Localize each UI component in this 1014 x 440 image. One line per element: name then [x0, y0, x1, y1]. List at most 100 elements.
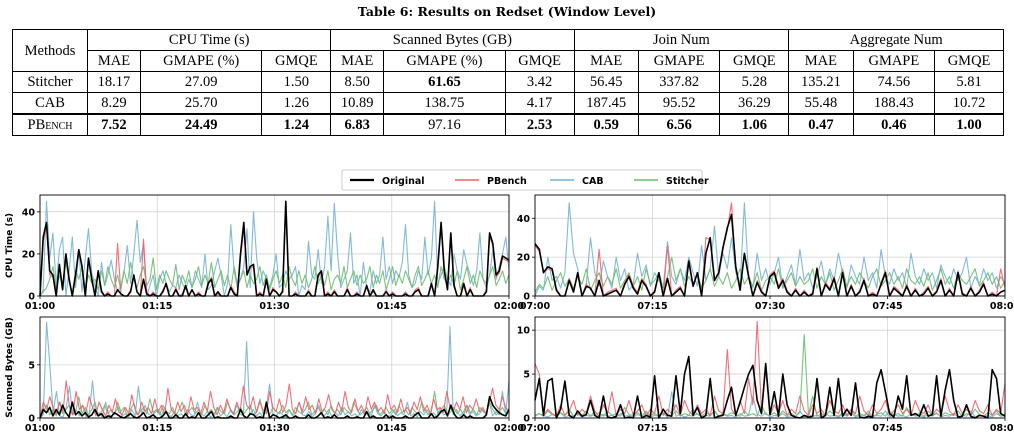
table-cell: 6.83: [330, 113, 385, 136]
legend-label: Stitcher: [666, 176, 709, 187]
table-cell: 95.52: [637, 92, 721, 115]
x-tick-label: 02:00: [494, 423, 525, 434]
table-cell: 97.16: [383, 113, 506, 136]
table-cell: 74.56: [852, 71, 936, 93]
table-cell: 0.46: [852, 113, 936, 136]
legend-label: Original: [382, 176, 425, 187]
legend-label: CAB: [582, 176, 604, 187]
table-cell: 18.17: [87, 71, 141, 93]
x-tick-label: 01:45: [377, 423, 407, 434]
table-cell: 55.48: [788, 92, 854, 115]
table-cell: 5.81: [934, 71, 1004, 93]
series-line-stitcher: [39, 257, 510, 297]
subheader: MAE: [87, 50, 141, 72]
table-caption: Table 6: Results on Redset (Window Level…: [357, 4, 657, 19]
y-tick-label: 5: [523, 370, 530, 381]
y-tick-label: 20: [22, 249, 36, 260]
group-header: CPU Time (s): [86, 29, 332, 51]
x-tick-label: 07:30: [755, 301, 786, 312]
table-cell: 25.70: [139, 92, 263, 115]
x-tick-label: 07:15: [637, 423, 667, 434]
plot-frame: [534, 194, 1006, 297]
table-cell: 1.06: [719, 113, 790, 136]
table-row: CAB 8.29 25.70 1.26 10.89 138.75 4.17 187.45 95.…: [12, 92, 1004, 115]
table-cell: 2.53: [504, 113, 575, 136]
method-name: PBench: [12, 113, 88, 136]
x-tick-label: 08:00: [990, 301, 1014, 312]
table-cell: 1.50: [261, 71, 332, 93]
subheader: GMAPE (%): [139, 50, 263, 72]
y-tick-label: 0: [28, 292, 35, 303]
table-cell: 0.59: [573, 113, 639, 136]
plot-frame: [39, 316, 510, 419]
x-tick-label: 01:15: [142, 423, 172, 434]
subheader: MAE: [788, 50, 854, 72]
table-cell: 8.50: [330, 71, 385, 93]
x-tick-label: 07:00: [520, 423, 551, 434]
series-line-original: [39, 395, 510, 419]
table-cell: 7.52: [87, 113, 141, 136]
subheader: MAE: [573, 50, 639, 72]
x-tick-label: 01:30: [259, 301, 290, 312]
y-tick-label: 10: [517, 326, 531, 337]
chart-panel: 01:00 01:15 01:30 01:45 02:00 0 5 Scanned Bytes…: [5, 316, 525, 434]
plot-frame: [39, 194, 510, 297]
y-tick-label: 40: [517, 214, 531, 225]
table-header-row: Methods CPU Time (s) Scanned Bytes (GB) …: [12, 29, 1004, 72]
method-name: CAB: [12, 92, 88, 115]
x-tick-label: 07:00: [520, 301, 551, 312]
table-cell: 337.82: [637, 71, 721, 93]
table-row: PBench 7.52 24.49 1.24 6.83 97.16 2.53 0.59 6.56…: [12, 113, 1004, 136]
group-header: Join Num: [573, 29, 790, 51]
method-name: Stitcher: [12, 71, 88, 93]
table-cell: 56.45: [573, 71, 639, 93]
y-tick-label: 5: [28, 360, 35, 371]
table-cell: 8.29: [87, 92, 141, 115]
series-line-pbench: [39, 380, 510, 419]
subheader: MAE: [330, 50, 385, 72]
table-cell: 36.29: [719, 92, 790, 115]
group-header: Aggregate Num: [788, 29, 1004, 51]
plot-frame: [534, 316, 1006, 419]
group-header: Scanned Bytes (GB): [330, 29, 575, 51]
legend: Original PBench CAB Stitcher: [341, 169, 709, 191]
series-line-original: [39, 200, 510, 297]
x-tick-label: 08:00: [990, 423, 1014, 434]
series-line-cab: [534, 391, 1006, 418]
chart-panel: 07:00 07:15 07:30 07:45 08:00 0 5 10: [517, 316, 1014, 434]
y-tick-label: 20: [517, 253, 531, 264]
chart-panel: 07:00 07:15 07:30 07:45 08:00 0 20 40: [517, 194, 1014, 312]
x-tick-label: 07:45: [872, 301, 902, 312]
table-cell: 61.65: [383, 71, 506, 93]
series-line-pbench: [534, 320, 1006, 417]
table-cell: 187.45: [573, 92, 639, 115]
table-subheader-row: MAE GMAPE (%) GMQE MAE GMAPE (%) GMQE MA…: [13, 50, 1004, 72]
x-tick-label: 01:15: [142, 301, 172, 312]
x-tick-label: 07:45: [872, 423, 902, 434]
table-cell: 24.49: [139, 113, 263, 136]
x-tick-label: 07:30: [755, 423, 786, 434]
y-tick-label: 0: [28, 414, 35, 425]
chart-panel: 01:00 01:15 01:30 01:45 02:00 0 20 40 CPU Time (…: [5, 194, 525, 312]
table-cell: 4.17: [504, 92, 575, 115]
x-tick-label: 01:30: [259, 423, 290, 434]
y-tick-label: 0: [523, 292, 530, 303]
series-line-pbench: [534, 202, 1006, 297]
table-cell: 5.28: [719, 71, 790, 93]
subheader: GMQE: [261, 50, 332, 72]
table-cell: 1.24: [261, 113, 332, 136]
table-cell: 1.00: [934, 113, 1004, 136]
time-series-figure: Original PBench CAB Stitcher 01:00 01:15 01:30…: [5, 169, 1014, 434]
subheader: GMQE: [719, 50, 790, 72]
results-table: Methods CPU Time (s) Scanned Bytes (GB) …: [12, 29, 1004, 136]
y-tick-label: 0: [523, 414, 530, 425]
x-tick-label: 01:45: [377, 301, 407, 312]
x-tick-label: 02:00: [494, 301, 525, 312]
table-cell: 27.09: [139, 71, 263, 93]
table-cell: 10.89: [330, 92, 385, 115]
table-cell: 135.21: [788, 71, 854, 93]
table-cell: 1.26: [261, 92, 332, 115]
x-tick-label: 01:00: [25, 301, 56, 312]
subheader: GMAPE (%): [383, 50, 506, 72]
table-cell: 0.47: [788, 113, 854, 136]
